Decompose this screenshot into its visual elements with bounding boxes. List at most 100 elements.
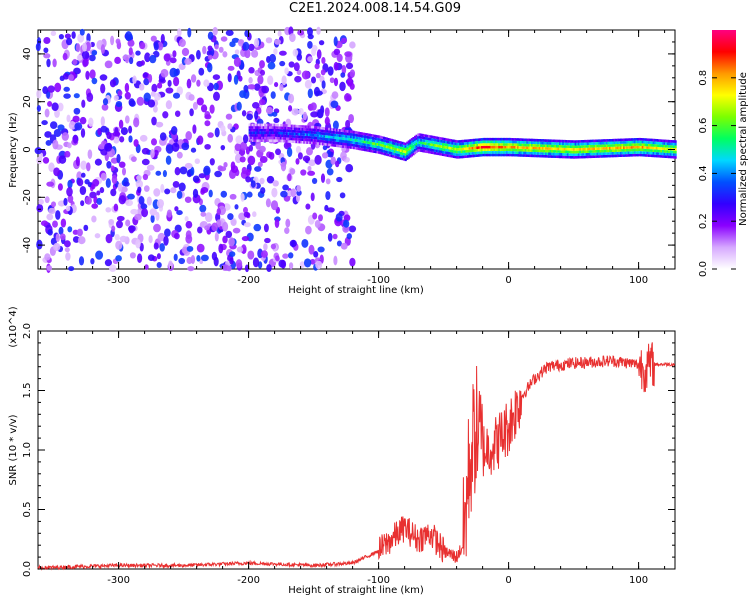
spectrogram-ridge-cell <box>477 148 481 152</box>
spectrogram-ridge-cell <box>492 140 495 144</box>
spectrogram-ridge-cell <box>648 143 651 147</box>
spectrogram-ridge-cell <box>624 141 627 144</box>
spectrogram-ridge-cell <box>504 151 507 154</box>
spectrogram-cell <box>234 143 242 152</box>
spectrogram-cell <box>81 42 88 52</box>
spectrogram-ridge-cell <box>281 131 284 135</box>
spectrogram-ridge-cell <box>292 127 295 130</box>
spectrogram-ridge-cell <box>375 148 378 151</box>
spectrogram-cell <box>197 135 204 145</box>
spectrogram-ridge-cell <box>523 138 526 142</box>
spectrogram-ridge-cell <box>351 135 354 139</box>
spectrogram-ridge-cell <box>582 145 585 148</box>
spectrogram-ridge-cell <box>393 144 396 148</box>
spectrogram-ridge-cell <box>379 149 382 152</box>
spectrogram-ridge-cell <box>276 131 279 135</box>
spectrogram-ridge-cell <box>574 153 577 156</box>
spectrogram-ridge-cell <box>351 146 354 149</box>
spectrogram-ridge-cell <box>367 143 370 147</box>
spectrogram-ridge-cell <box>429 140 432 144</box>
spectrogram-ridge-cell <box>602 147 605 150</box>
spectrogram-cell <box>311 177 318 184</box>
spectrogram-ridge-cell <box>481 153 484 157</box>
spectrogram-ridge-cell <box>565 140 568 143</box>
spectrogram-ridge-cell <box>417 133 420 137</box>
spectrogram-ridge-cell <box>364 146 367 149</box>
spectrogram-ridge-cell <box>520 154 523 157</box>
spectrogram-ridge-cell <box>261 134 264 137</box>
spectrogram-ridge-cell <box>584 139 587 143</box>
spectrogram-ridge-cell <box>640 140 643 144</box>
spectrogram-cell <box>284 227 290 234</box>
spectrogram-ridge-cell <box>571 148 574 151</box>
spectrogram-cell <box>106 131 112 140</box>
spectrogram-ridge-cell <box>248 123 251 127</box>
spectrogram-ridge-cell <box>644 146 647 149</box>
spectrogram-ridge-cell <box>607 139 610 142</box>
spectrogram-cell <box>143 78 150 86</box>
spectrogram-cell <box>229 41 236 48</box>
spectrogram-ridge-cell <box>507 151 510 154</box>
spectrogram-ridge-cell <box>470 139 473 142</box>
spectrogram-ridge-cell <box>535 149 538 152</box>
spectrogram-ridge-cell <box>362 140 365 144</box>
spectrogram-ridge-cell <box>393 139 396 143</box>
spectrogram-ridge-cell <box>300 140 303 144</box>
spectrogram-ridge-cell <box>610 139 613 142</box>
spectrogram-cell <box>243 211 250 218</box>
spectrogram-ridge-cell <box>250 123 253 127</box>
spectrogram-cell <box>259 69 266 76</box>
spectrogram-cell <box>174 206 179 212</box>
spectrogram-ridge-cell <box>445 138 448 141</box>
colorbar-tick-label: 0.8 <box>698 70 709 86</box>
spectrogram-ridge-cell <box>658 139 662 142</box>
spectrogram-ridge-cell <box>459 145 462 148</box>
spectrogram-ridge-cell <box>367 149 370 152</box>
spectrogram-ridge-cell <box>612 144 615 147</box>
spectrogram-cell <box>349 69 356 78</box>
spectrogram-cell <box>277 30 282 37</box>
spectrogram-ridge-cell <box>598 144 601 148</box>
spectrogram-ridge-cell <box>342 129 345 133</box>
spectrogram-ridge-cell <box>362 148 365 151</box>
spectrogram-cell <box>94 158 102 166</box>
spectrogram-cell <box>114 233 120 241</box>
spectrogram-ridge-cell <box>548 152 551 156</box>
spectrogram-ridge-cell <box>443 137 446 141</box>
spectrogram-cell <box>172 180 180 188</box>
spectrogram-ridge-cell <box>627 138 630 141</box>
spectrogram-ridge-cell <box>442 142 445 146</box>
spectrogram-ridge-cell <box>281 126 284 130</box>
spectrogram-cell <box>125 199 134 207</box>
spectrogram-ridge-cell <box>403 150 406 153</box>
spectrogram-cell <box>315 260 323 270</box>
spectrogram-cell <box>160 183 165 193</box>
spectrogram-cell <box>104 143 113 152</box>
spectrogram-ridge-cell <box>524 143 527 147</box>
spectrogram-ridge-cell <box>532 144 535 147</box>
spectrogram-cell <box>320 173 326 184</box>
spectrogram-ridge-cell <box>665 155 668 158</box>
spectrogram-cell <box>308 244 315 255</box>
spectrogram-ridge-cell <box>365 135 368 139</box>
spectrogram-ridge-cell <box>295 130 298 133</box>
spectrogram-ridge-cell <box>579 140 582 143</box>
spectrogram-ridge-cell <box>516 151 520 154</box>
spectrogram-ridge-cell <box>373 145 376 148</box>
spectrogram-ridge-cell <box>470 141 473 145</box>
spectrogram-ridge-cell <box>493 140 496 144</box>
spectrogram-ridge-cell <box>314 126 317 129</box>
colorbar-tick-label: 0.2 <box>698 213 709 229</box>
spectrogram-cell <box>282 184 289 191</box>
spectrogram-ridge-cell <box>290 129 293 133</box>
spectrogram-ridge-cell <box>570 148 573 151</box>
spectrogram-cell <box>320 69 326 76</box>
spectrogram-cell <box>147 99 156 108</box>
spectrogram-ridge-cell <box>565 155 568 159</box>
spectrogram-ridge-cell <box>435 139 438 142</box>
spectrogram-ridge-cell <box>381 136 384 139</box>
spectrogram-ridge-cell <box>496 153 499 157</box>
spectrogram-ridge-cell <box>674 145 677 149</box>
spectrogram-cell <box>185 130 192 141</box>
snr-series-line <box>37 342 675 571</box>
